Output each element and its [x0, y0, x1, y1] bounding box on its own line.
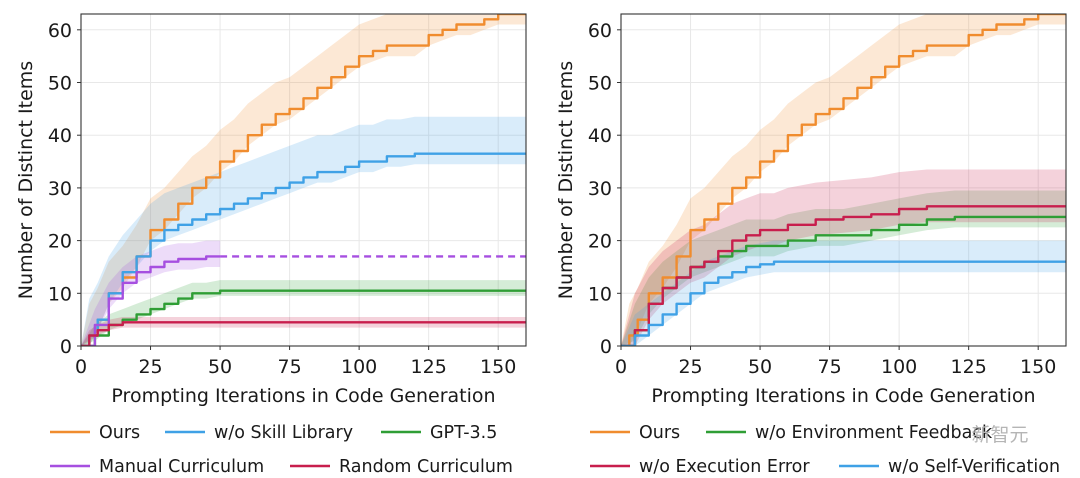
legend-label: Ours: [99, 423, 140, 443]
legend-label: w/o Environment Feedback: [755, 423, 993, 443]
x-tick-label: 125: [411, 356, 447, 378]
x-tick-label: 75: [278, 356, 302, 378]
y-tick-label: 60: [588, 20, 612, 42]
y-tick-label: 0: [600, 336, 612, 358]
plot-area: [81, 14, 526, 346]
legend-label: w/o Skill Library: [214, 423, 353, 443]
series-line-w-o-execution-error: [621, 205, 1066, 346]
legend-left: Ours w/o Skill Library GPT-3.5 Manual Curri…: [50, 423, 513, 477]
y-tick-label: 20: [588, 231, 612, 253]
y-tick-label: 0: [60, 336, 72, 358]
y-axis-title: Number of Distinct Items: [555, 61, 577, 299]
legend-right: Ours w/o Environment Feedback w/o Executio…: [590, 423, 1060, 477]
x-tick-label: 50: [748, 356, 772, 378]
y-tick-label: 50: [48, 73, 72, 95]
watermark: 新智元: [971, 424, 1028, 446]
legend-item-random-curriculum: Random Curriculum: [290, 457, 513, 477]
x-tick-label: 100: [341, 356, 377, 378]
legend-label: GPT-3.5: [430, 423, 497, 443]
band-w-o-execution-error: [621, 169, 1066, 346]
x-tick-label: 0: [75, 356, 87, 378]
legend-item-w-o-execution-error: w/o Execution Error: [590, 457, 810, 477]
band-manual-curriculum: [81, 240, 221, 346]
y-tick-label: 10: [588, 283, 612, 305]
band-w-o-skill-library: [81, 116, 526, 346]
chart-panel-right: 0 25 50 75 100 125 150 0 10 20 30 40 50 60 Prompting I…: [555, 13, 1067, 407]
y-tick-label: 30: [48, 178, 72, 200]
x-axis-title: Prompting Iterations in Code Generation: [111, 385, 495, 407]
legend-item-ours: Ours: [50, 423, 140, 443]
series-line-ours: [621, 14, 1066, 346]
band-ours: [81, 14, 526, 346]
y-tick-label: 60: [48, 20, 72, 42]
y-tick-label: 30: [588, 178, 612, 200]
x-tick-label: 25: [678, 356, 702, 378]
legend-item-manual-curriculum: Manual Curriculum: [50, 457, 264, 477]
legend-label: Ours: [639, 423, 680, 443]
legend-label: Random Curriculum: [339, 457, 513, 477]
legend-label: Manual Curriculum: [99, 457, 264, 477]
y-tick-label: 40: [48, 125, 72, 147]
plot-frame: [80, 13, 527, 347]
y-tick-label: 10: [48, 283, 72, 305]
series-line-w-o-skill-library: [81, 152, 526, 346]
legend-label: w/o Execution Error: [639, 457, 810, 477]
band-w-o-environment-feedback: [621, 190, 1066, 346]
legend-item-gpt-3-5: GPT-3.5: [381, 423, 497, 443]
band-ours: [621, 14, 1066, 346]
x-tick-label: 25: [138, 356, 162, 378]
legend-item-w-o-self-verification: w/o Self-Verification: [839, 457, 1060, 477]
x-tick-label: 75: [818, 356, 842, 378]
plot-area: [621, 14, 1066, 346]
x-tick-label: 150: [480, 356, 516, 378]
x-tick-label: 150: [1020, 356, 1056, 378]
y-axis-title: Number of Distinct Items: [15, 61, 37, 299]
series-line-w-o-self-verification: [621, 260, 1066, 346]
x-tick-label: 100: [881, 356, 917, 378]
legend-item-ours: Ours: [590, 423, 680, 443]
chart-panel-left: 0 25 50 75 100 125 150 0 10 20 30 40 50 60 Prompting I…: [15, 13, 527, 407]
x-axis-title: Prompting Iterations in Code Generation: [651, 385, 1035, 407]
legend-item-w-o-environment-feedback: w/o Environment Feedback: [706, 423, 993, 443]
band-w-o-self-verification: [621, 240, 1066, 346]
legend-item-w-o-skill-library: w/o Skill Library: [165, 423, 353, 443]
x-tick-label: 0: [615, 356, 627, 378]
legend-label: w/o Self-Verification: [888, 457, 1060, 477]
x-tick-label: 125: [951, 356, 987, 378]
y-tick-label: 40: [588, 125, 612, 147]
band-random-curriculum: [81, 317, 526, 346]
y-tick-label: 20: [48, 231, 72, 253]
series-line-random-curriculum: [81, 321, 526, 346]
y-tick-label: 50: [588, 73, 612, 95]
plot-frame: [620, 13, 1067, 347]
x-tick-label: 50: [208, 356, 232, 378]
